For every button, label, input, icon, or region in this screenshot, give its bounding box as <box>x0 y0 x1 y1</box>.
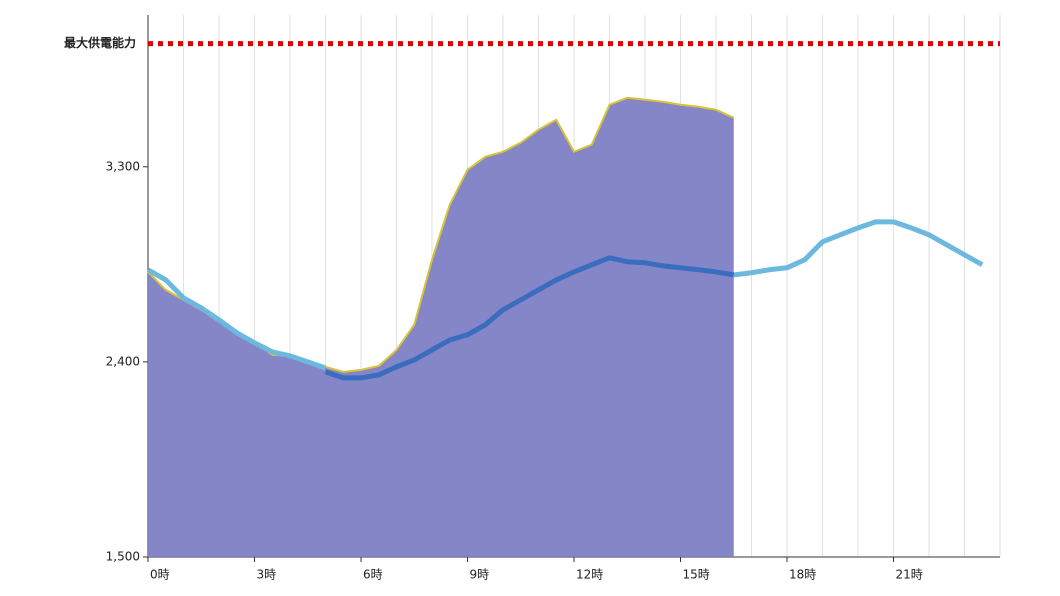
x-tick-label: 9時 <box>470 568 490 582</box>
y-tick-label: 1,500 <box>106 550 140 564</box>
x-tick-label: 3時 <box>257 568 277 582</box>
x-tick-label: 18時 <box>789 568 816 582</box>
line <box>146 219 984 371</box>
x-tick-label: 6時 <box>363 568 383 582</box>
area <box>148 97 734 557</box>
y-tick-label: 3,300 <box>106 159 140 173</box>
reference-label: 最大供電能力 <box>64 35 136 50</box>
x-tick-label: 12時 <box>576 568 603 582</box>
x-tick-label: 0時 <box>150 568 170 582</box>
x-tick-label: 15時 <box>683 568 710 582</box>
x-tick-label: 21時 <box>896 568 923 582</box>
line <box>324 255 735 381</box>
y-tick-label: 2,400 <box>106 354 140 368</box>
